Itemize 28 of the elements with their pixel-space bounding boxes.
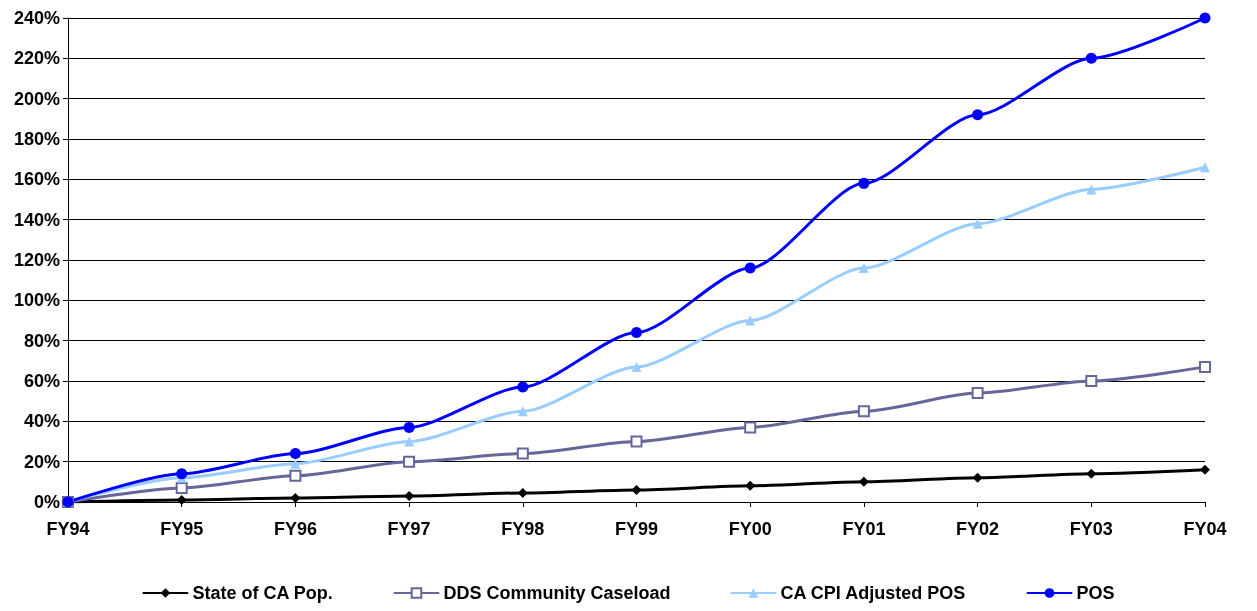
y-tick-label: 160% <box>13 169 60 190</box>
x-tick-label: FY98 <box>501 519 545 539</box>
y-tick-label: 240% <box>13 8 60 28</box>
legend-label: POS <box>1076 583 1115 603</box>
x-tick-label: FY00 <box>728 519 772 539</box>
y-tick-label: 140% <box>13 209 60 230</box>
x-tick-label: FY95 <box>160 519 204 539</box>
y-tick-label: 220% <box>13 48 60 69</box>
legend-label: State of CA Pop. <box>192 583 333 603</box>
x-tick-label: FY02 <box>956 519 1000 539</box>
y-tick-label: 80% <box>23 330 60 351</box>
x-tick-label: FY04 <box>1183 519 1227 539</box>
y-tick-label: 200% <box>13 88 60 109</box>
y-tick-label: 40% <box>23 411 60 432</box>
x-tick-label: FY03 <box>1069 519 1113 539</box>
x-tick-label: FY97 <box>387 519 431 539</box>
x-tick-label: FY01 <box>842 519 886 539</box>
x-tick-label: FY96 <box>273 519 317 539</box>
y-tick-label: 100% <box>13 290 60 311</box>
y-tick-label: 180% <box>13 129 60 149</box>
y-tick-label: 120% <box>13 250 60 270</box>
y-tick-label: 60% <box>23 371 60 391</box>
x-tick-label: FY94 <box>46 519 90 539</box>
x-tick-label: FY99 <box>614 519 659 539</box>
y-tick-label: 20% <box>23 451 60 472</box>
legend-label: DDS Community Caseload <box>443 583 671 603</box>
y-tick-label: 0% <box>33 492 60 512</box>
legend-label: CA CPI Adjusted POS <box>780 583 966 603</box>
